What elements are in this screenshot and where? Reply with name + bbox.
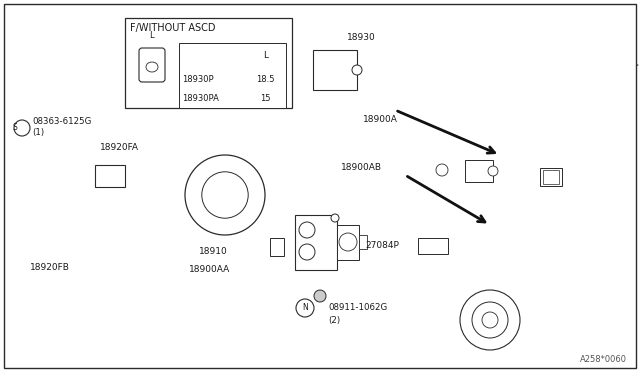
- Circle shape: [299, 222, 315, 238]
- Text: (2): (2): [328, 315, 340, 324]
- Bar: [465, 160, 493, 182]
- Bar: [337, 225, 359, 260]
- Text: N: N: [302, 304, 308, 312]
- Circle shape: [185, 155, 265, 235]
- Circle shape: [296, 299, 314, 317]
- Text: 18900A: 18900A: [363, 115, 398, 125]
- Text: 18910: 18910: [198, 247, 227, 256]
- Text: 18900AA: 18900AA: [189, 266, 230, 275]
- Text: L: L: [149, 32, 154, 41]
- Circle shape: [202, 172, 248, 218]
- Circle shape: [14, 120, 30, 136]
- Bar: [295, 215, 337, 270]
- Text: 15: 15: [260, 94, 271, 103]
- Circle shape: [436, 164, 448, 176]
- Circle shape: [352, 65, 362, 75]
- Circle shape: [460, 290, 520, 350]
- Text: A258*0060: A258*0060: [580, 356, 627, 365]
- Bar: [543, 170, 559, 184]
- Text: 18930P: 18930P: [182, 75, 214, 84]
- Text: 18900AB: 18900AB: [341, 164, 382, 173]
- Text: 18930PA: 18930PA: [182, 94, 219, 103]
- Circle shape: [331, 214, 339, 222]
- Circle shape: [314, 290, 326, 302]
- Bar: [270, 238, 284, 256]
- Text: 18920FB: 18920FB: [30, 263, 70, 273]
- Text: L: L: [263, 51, 268, 60]
- Bar: [125, 18, 292, 108]
- Ellipse shape: [146, 62, 158, 72]
- Circle shape: [299, 244, 315, 260]
- Text: F/WITHOUT ASCD: F/WITHOUT ASCD: [130, 23, 216, 33]
- Text: 27084P: 27084P: [365, 241, 399, 250]
- Text: 08363-6125G: 08363-6125G: [32, 118, 92, 126]
- Text: 18930: 18930: [347, 33, 376, 42]
- Text: S: S: [13, 124, 17, 132]
- Bar: [359, 235, 367, 249]
- Bar: [313, 50, 357, 90]
- Text: 18.5: 18.5: [257, 75, 275, 84]
- Text: 08911-1062G: 08911-1062G: [328, 304, 387, 312]
- FancyBboxPatch shape: [139, 48, 165, 82]
- Bar: [418, 238, 448, 254]
- Text: (1): (1): [32, 128, 44, 138]
- Text: 18920FA: 18920FA: [100, 144, 139, 153]
- Circle shape: [488, 166, 498, 176]
- Circle shape: [472, 302, 508, 338]
- Circle shape: [318, 233, 326, 241]
- Bar: [179, 43, 286, 108]
- Bar: [95, 165, 125, 187]
- Circle shape: [339, 233, 357, 251]
- Bar: [540, 168, 562, 186]
- Circle shape: [482, 312, 498, 328]
